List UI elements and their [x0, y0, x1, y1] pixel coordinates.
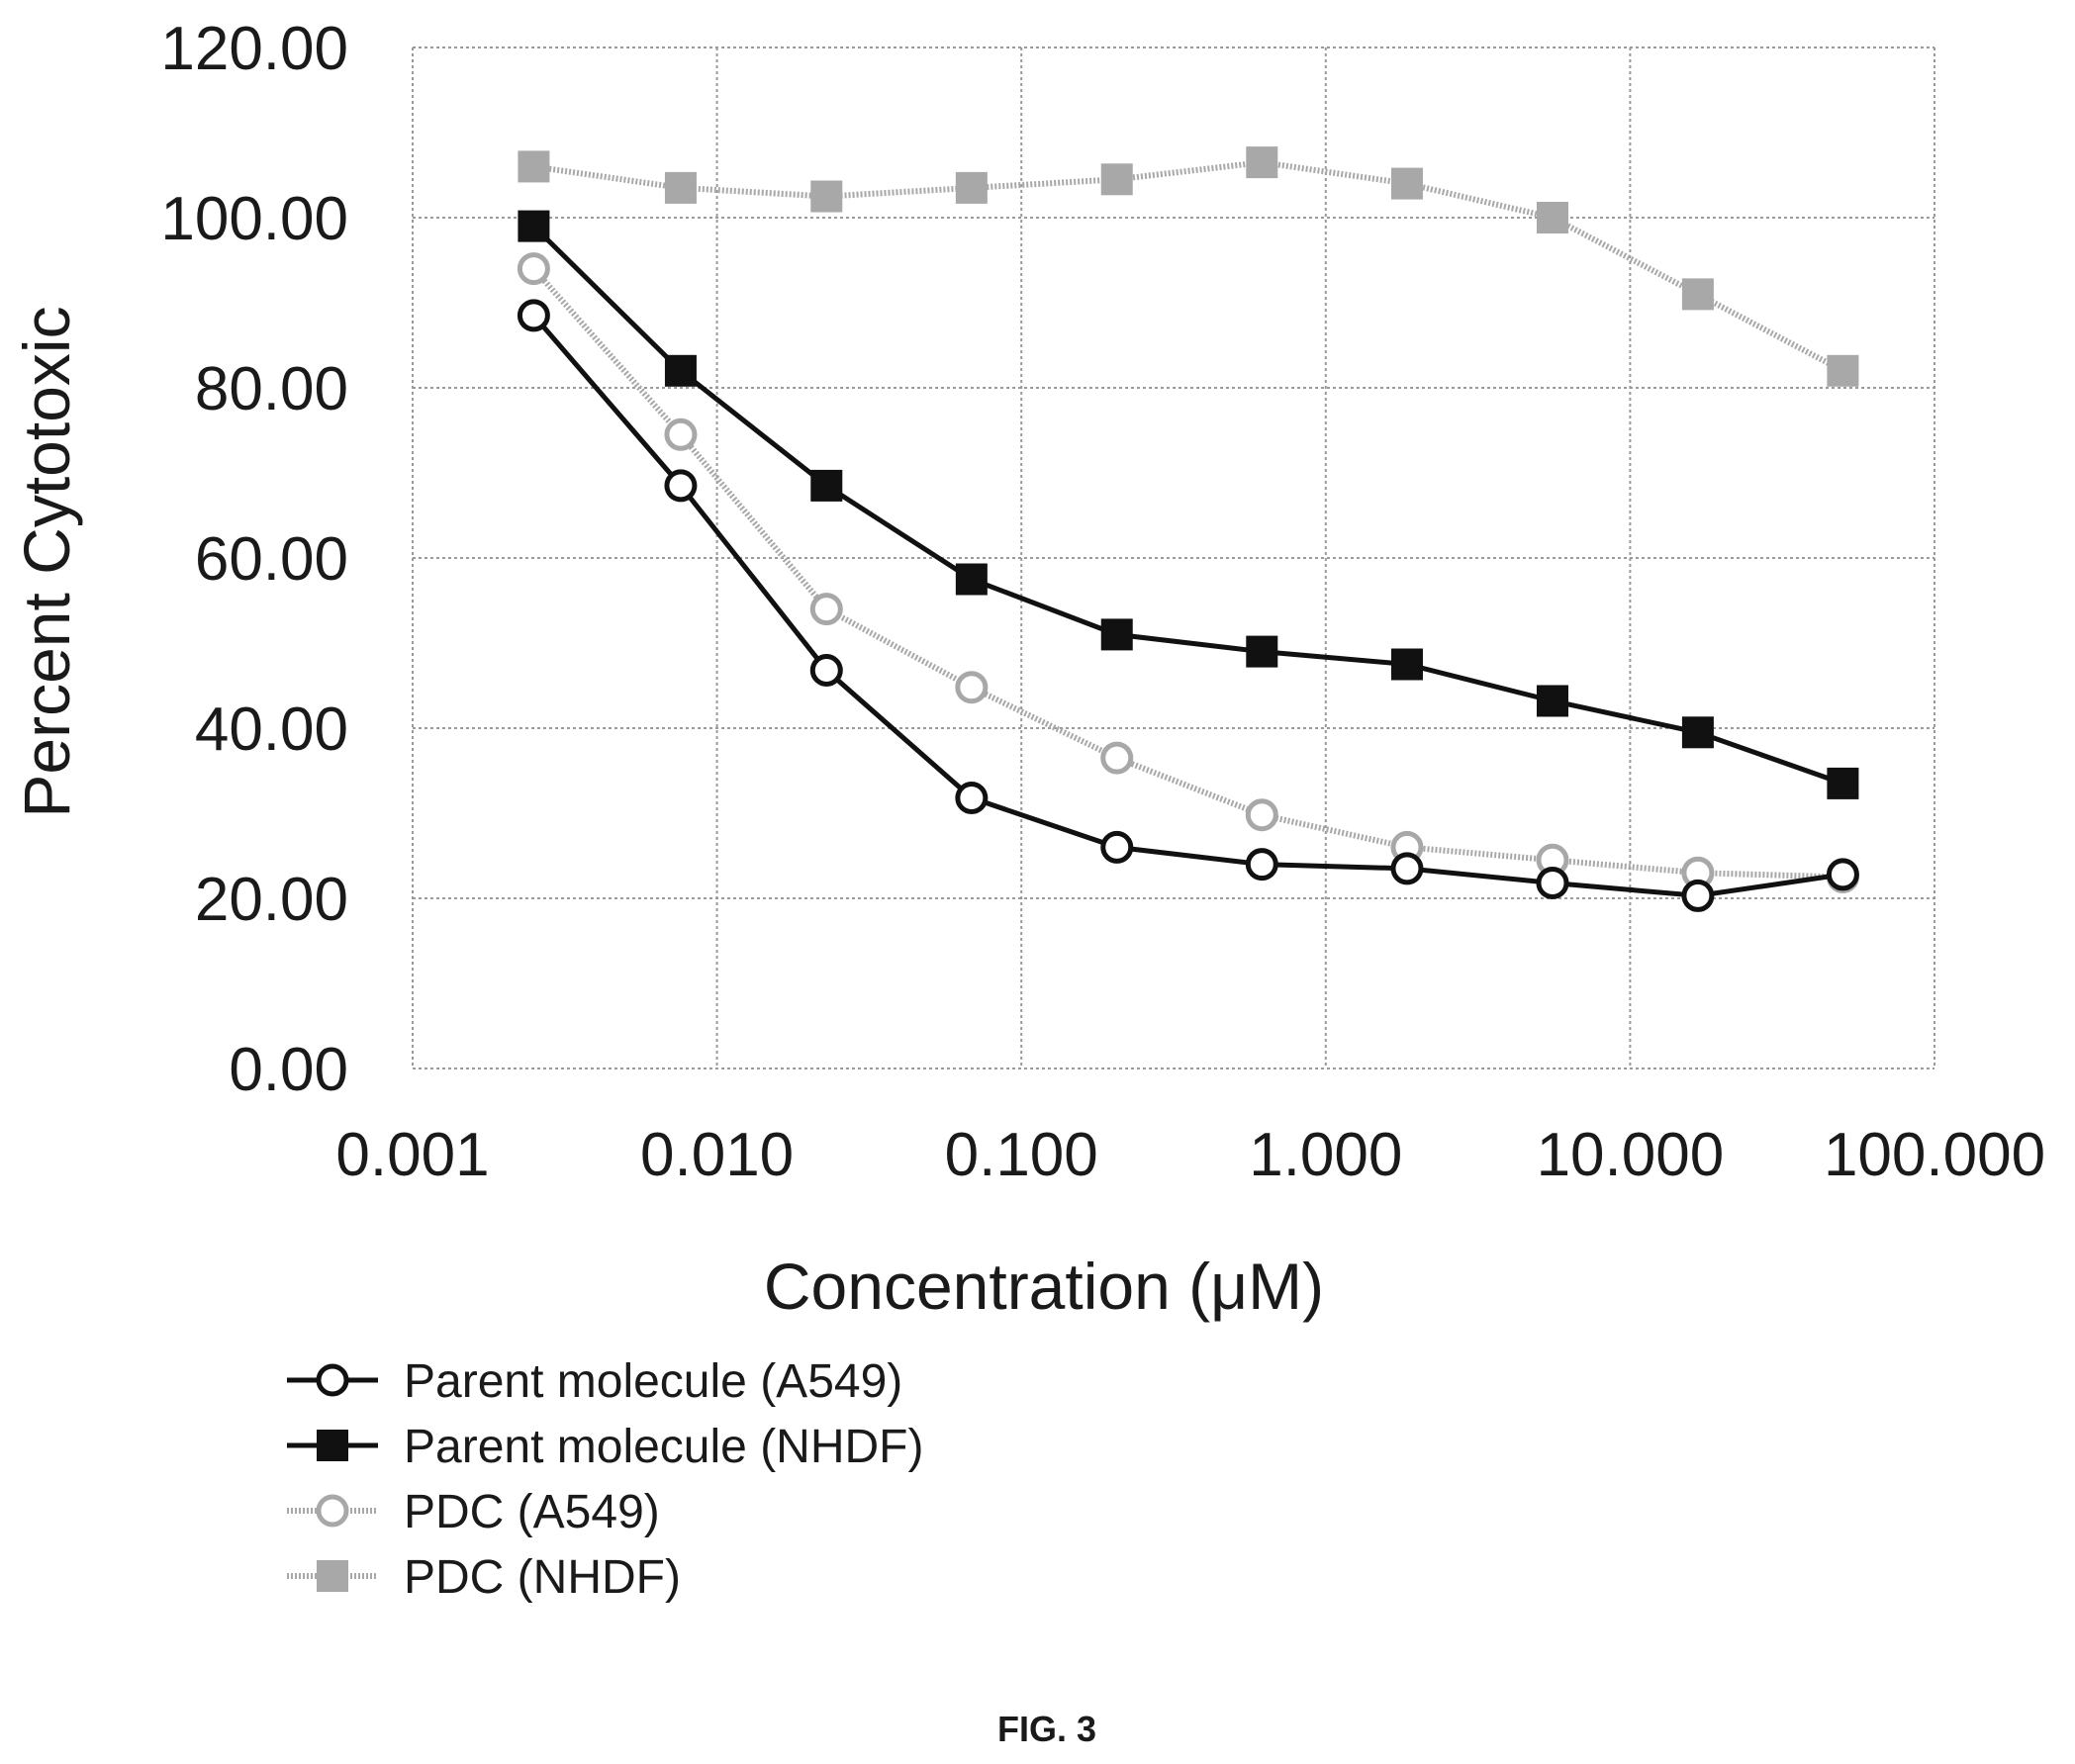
data-point: [1246, 635, 1278, 668]
data-point: [810, 180, 843, 213]
data-point: [664, 171, 697, 204]
data-point: [1536, 685, 1568, 717]
y-tick-label: 20.00: [195, 866, 348, 934]
legend: Parent molecule (A549) Parent molecule (N…: [287, 1355, 923, 1604]
x-tick-label: 0.001: [335, 1121, 489, 1189]
legend-entry: Parent molecule (A549): [404, 1355, 902, 1408]
series-line: [531, 224, 1844, 787]
data-point: [955, 171, 988, 204]
series-4: [518, 146, 1859, 387]
data-point: [1100, 830, 1134, 864]
data-point: [1246, 146, 1278, 179]
legend-swatch-marker: [316, 1494, 349, 1528]
y-axis-label: Percent Cytotoxic: [10, 306, 83, 817]
data-point: [1827, 767, 1859, 799]
legend-entry: PDC (A549): [404, 1486, 660, 1538]
data-point: [809, 654, 843, 688]
data-point: [517, 299, 550, 332]
data-point: [664, 354, 697, 387]
data-point: [1100, 741, 1134, 775]
data-point: [809, 593, 843, 626]
x-tick-label: 0.010: [640, 1121, 794, 1189]
y-tick-label: 60.00: [195, 525, 348, 594]
legend-swatch-marker: [316, 1363, 349, 1397]
x-tick-label: 1.000: [1249, 1121, 1402, 1189]
y-tick-label: 80.00: [195, 355, 348, 423]
data-point: [955, 782, 989, 815]
data-point: [664, 469, 698, 503]
series-3: [517, 252, 1859, 893]
y-tick-label: 0.00: [229, 1036, 348, 1104]
data-point: [955, 671, 989, 704]
legend-entry: Parent molecule (NHDF): [404, 1421, 923, 1473]
x-tick-label: 10.000: [1537, 1121, 1725, 1189]
data-point: [1681, 879, 1715, 912]
data-point: [1390, 852, 1424, 885]
data-point: [1536, 202, 1568, 233]
data-point: [664, 418, 698, 451]
series-line: [532, 159, 1844, 374]
y-axis-ticks: 0.00 20.00 40.00 60.00 80.00 100.00 120.00: [160, 15, 348, 1104]
data-point: [1681, 716, 1714, 749]
series-2: [518, 210, 1859, 799]
data-point: [1100, 163, 1133, 196]
legend-entry: PDC (NHDF): [404, 1551, 681, 1604]
x-tick-label: 0.100: [945, 1121, 1098, 1189]
data-point: [955, 563, 988, 596]
data-point: [1100, 618, 1133, 651]
data-point: [810, 469, 843, 502]
series-1: [517, 299, 1859, 912]
y-tick-label: 100.00: [160, 185, 348, 253]
data-point: [1826, 858, 1859, 891]
data-point: [1245, 798, 1278, 832]
data-point: [1827, 354, 1859, 387]
series-line: [531, 266, 1843, 881]
legend-swatch-marker: [317, 1560, 348, 1592]
y-tick-label: 40.00: [195, 696, 348, 764]
series-lines: [517, 146, 1859, 912]
data-point: [1390, 167, 1423, 200]
x-axis-label: Concentration (μM): [764, 1250, 1324, 1323]
figure-label: FIG. 3: [997, 1709, 1096, 1749]
legend-swatch-marker: [317, 1430, 348, 1461]
data-point: [1536, 867, 1569, 900]
grid: [412, 46, 1935, 1069]
data-point: [1681, 278, 1714, 311]
data-point: [518, 210, 550, 242]
y-tick-label: 120.00: [160, 15, 348, 83]
data-point: [1390, 648, 1423, 681]
data-point: [1245, 848, 1278, 882]
series-line: [531, 314, 1843, 898]
x-tick-label: 100.000: [1824, 1121, 2045, 1189]
x-axis-ticks: 0.001 0.010 0.100 1.000 10.000 100.000: [335, 1121, 2045, 1189]
data-point: [517, 252, 550, 286]
data-point: [518, 150, 550, 183]
